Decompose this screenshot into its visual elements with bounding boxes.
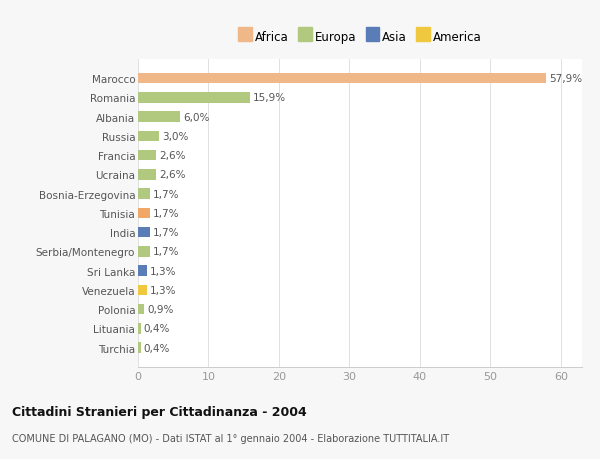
Text: 6,0%: 6,0% [183, 112, 209, 123]
Text: 2,6%: 2,6% [159, 170, 185, 180]
Text: 1,7%: 1,7% [153, 189, 179, 199]
Text: 15,9%: 15,9% [253, 93, 286, 103]
Text: 0,4%: 0,4% [143, 324, 170, 334]
Bar [138, 131, 159, 142]
Text: 1,3%: 1,3% [150, 266, 176, 276]
Bar [138, 304, 145, 315]
Text: 1,7%: 1,7% [153, 208, 179, 218]
Bar [138, 324, 141, 334]
Text: 0,4%: 0,4% [143, 343, 170, 353]
Legend: Africa, Europa, Asia, America: Africa, Europa, Asia, America [236, 28, 484, 46]
Text: 57,9%: 57,9% [549, 74, 582, 84]
Bar [138, 151, 157, 161]
Text: 1,7%: 1,7% [153, 247, 179, 257]
Text: 1,7%: 1,7% [153, 228, 179, 238]
Text: Cittadini Stranieri per Cittadinanza - 2004: Cittadini Stranieri per Cittadinanza - 2… [12, 405, 307, 419]
Bar [138, 246, 150, 257]
Bar [138, 112, 180, 123]
Text: COMUNE DI PALAGANO (MO) - Dati ISTAT al 1° gennaio 2004 - Elaborazione TUTTITALI: COMUNE DI PALAGANO (MO) - Dati ISTAT al … [12, 433, 449, 442]
Bar [138, 93, 250, 103]
Bar [138, 170, 157, 180]
Text: 0,9%: 0,9% [147, 304, 173, 314]
Text: 2,6%: 2,6% [159, 151, 185, 161]
Text: 3,0%: 3,0% [162, 132, 188, 141]
Bar [138, 189, 150, 200]
Bar [138, 285, 147, 296]
Bar [138, 73, 546, 84]
Bar [138, 227, 150, 238]
Bar [138, 343, 141, 353]
Bar [138, 208, 150, 219]
Text: 1,3%: 1,3% [150, 285, 176, 295]
Bar [138, 266, 147, 276]
